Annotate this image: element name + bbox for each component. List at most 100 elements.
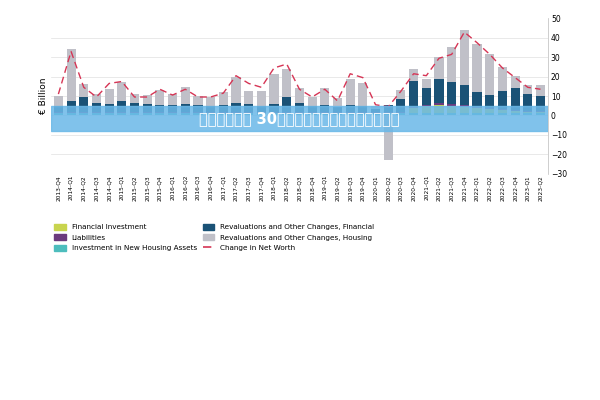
Bar bbox=[104, 112, 114, 113]
Bar bbox=[371, 106, 380, 109]
Bar bbox=[320, 112, 329, 113]
Bar bbox=[472, 107, 482, 108]
Bar bbox=[383, 116, 393, 160]
Bar bbox=[282, 112, 292, 113]
Bar bbox=[371, 109, 380, 112]
Bar bbox=[79, 84, 88, 97]
Bar bbox=[358, 113, 367, 116]
Bar bbox=[181, 87, 190, 104]
Bar bbox=[193, 96, 203, 105]
Bar bbox=[168, 94, 177, 105]
Bar bbox=[358, 112, 367, 113]
Bar bbox=[320, 113, 329, 116]
Bar bbox=[371, 113, 380, 116]
Bar bbox=[181, 112, 190, 113]
Bar bbox=[181, 104, 190, 112]
Bar bbox=[434, 113, 443, 116]
Bar bbox=[460, 107, 469, 113]
Bar bbox=[346, 112, 355, 113]
Bar bbox=[143, 112, 152, 113]
Bar bbox=[308, 113, 317, 116]
Bar bbox=[117, 113, 127, 116]
Bar bbox=[232, 113, 241, 116]
Bar bbox=[92, 94, 101, 103]
Bar bbox=[295, 88, 304, 103]
Bar bbox=[257, 91, 266, 106]
Bar bbox=[460, 85, 469, 105]
Bar bbox=[168, 113, 177, 116]
Bar bbox=[371, 112, 380, 113]
Bar bbox=[434, 79, 443, 104]
Bar bbox=[117, 112, 127, 113]
Bar bbox=[511, 113, 520, 116]
Bar bbox=[54, 96, 63, 106]
Bar bbox=[397, 112, 406, 113]
Bar bbox=[409, 113, 418, 116]
Bar bbox=[282, 97, 292, 112]
Text: 券商配资平台 30个让您财富自由的被动收入方法: 券商配资平台 30个让您财富自由的被动收入方法 bbox=[199, 111, 400, 126]
Bar bbox=[320, 88, 329, 105]
Bar bbox=[67, 112, 76, 113]
Bar bbox=[257, 112, 266, 113]
Bar bbox=[422, 105, 431, 106]
Bar bbox=[92, 113, 101, 116]
Bar bbox=[308, 97, 317, 106]
Bar bbox=[155, 105, 164, 112]
Bar bbox=[92, 103, 101, 112]
Bar bbox=[422, 113, 431, 116]
Bar bbox=[472, 113, 482, 116]
Bar bbox=[130, 112, 139, 113]
Bar bbox=[269, 74, 278, 104]
Bar bbox=[130, 103, 139, 112]
Bar bbox=[498, 66, 507, 91]
Bar bbox=[409, 69, 418, 80]
Bar bbox=[104, 89, 114, 104]
Bar bbox=[498, 110, 507, 113]
Bar bbox=[536, 85, 545, 96]
Bar bbox=[422, 78, 431, 88]
Bar bbox=[523, 85, 532, 94]
Bar bbox=[333, 112, 342, 113]
Bar bbox=[193, 112, 203, 113]
Bar bbox=[282, 113, 292, 116]
Bar bbox=[397, 90, 406, 99]
Bar bbox=[130, 94, 139, 103]
Bar bbox=[155, 90, 164, 105]
Bar bbox=[219, 105, 228, 112]
Bar bbox=[269, 104, 278, 112]
Bar bbox=[244, 104, 253, 112]
Bar bbox=[117, 82, 127, 101]
Bar bbox=[219, 92, 228, 105]
Bar bbox=[447, 47, 456, 82]
Bar bbox=[155, 113, 164, 116]
Bar bbox=[79, 113, 88, 116]
Bar bbox=[104, 113, 114, 116]
Y-axis label: € Billion: € Billion bbox=[39, 78, 48, 114]
Bar bbox=[472, 44, 482, 92]
Bar bbox=[308, 112, 317, 113]
Bar bbox=[206, 97, 215, 106]
Bar bbox=[472, 108, 482, 113]
Bar bbox=[409, 80, 418, 107]
Bar bbox=[523, 110, 532, 112]
Legend: Financial Investment, Liabilities, Investment in New Housing Assets, Revaluation: Financial Investment, Liabilities, Inves… bbox=[55, 224, 374, 251]
Bar bbox=[244, 112, 253, 113]
Bar bbox=[295, 112, 304, 113]
Bar bbox=[536, 112, 545, 113]
Bar bbox=[498, 113, 507, 116]
Bar bbox=[219, 112, 228, 113]
Bar bbox=[397, 113, 406, 116]
Bar bbox=[232, 112, 241, 113]
Bar bbox=[51, 106, 548, 131]
Bar bbox=[92, 112, 101, 113]
Bar bbox=[485, 109, 494, 113]
Bar bbox=[383, 105, 393, 112]
Bar bbox=[485, 113, 494, 116]
Bar bbox=[206, 106, 215, 112]
Bar bbox=[143, 104, 152, 112]
Bar bbox=[346, 78, 355, 105]
Bar bbox=[130, 113, 139, 116]
Bar bbox=[472, 92, 482, 107]
Bar bbox=[193, 105, 203, 112]
Bar bbox=[143, 113, 152, 116]
